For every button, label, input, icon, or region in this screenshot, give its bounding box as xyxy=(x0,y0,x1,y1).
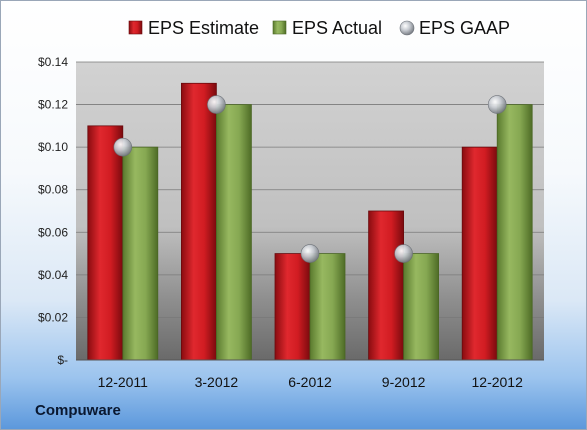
eps-estimate-bar-9-2012 xyxy=(368,210,405,361)
x-category-label: 9-2012 xyxy=(382,374,426,390)
bars xyxy=(87,82,533,361)
eps-actual-bar-12-2012 xyxy=(496,104,533,361)
y-tick-label: $0.14 xyxy=(38,55,68,69)
y-tick-label: $0.06 xyxy=(38,225,68,239)
y-tick-label: $- xyxy=(57,353,68,367)
gaap-markers xyxy=(113,95,507,263)
eps-gaap-marker-9-2012 xyxy=(394,244,413,263)
eps-estimate-bar-6-2012 xyxy=(274,253,311,361)
legend-label: EPS Estimate xyxy=(148,18,259,38)
y-tick-label: $0.08 xyxy=(38,183,68,197)
y-tick-label: $0.12 xyxy=(38,98,68,112)
eps-estimate-bar-12-2012 xyxy=(461,146,498,361)
legend-label: EPS Actual xyxy=(292,18,382,38)
eps-actual-bar-3-2012 xyxy=(215,104,252,361)
eps-gaap-marker-3-2012 xyxy=(207,95,226,114)
x-category-label: 3-2012 xyxy=(195,374,239,390)
x-category-label: 12-2012 xyxy=(472,374,524,390)
legend-swatch xyxy=(399,20,415,36)
x-category-label: 12-2011 xyxy=(98,374,149,390)
legend-swatch xyxy=(272,20,287,35)
eps-actual-bar-9-2012 xyxy=(403,253,440,361)
eps-gaap-marker-12-2012 xyxy=(487,95,507,114)
eps-gaap-marker-12-2011 xyxy=(113,137,133,157)
eps-actual-bar-6-2012 xyxy=(309,253,346,361)
eps-actual-bar-12-2011 xyxy=(122,146,159,361)
legend: EPS Estimate EPS Actual EPS GAAP xyxy=(128,18,510,38)
legend-swatch xyxy=(128,20,143,35)
y-tick-label: $0.04 xyxy=(38,268,68,282)
y-tick-label: $0.10 xyxy=(38,140,68,154)
y-axis: $- $0.02 $0.04 $0.06 $0.08 $0.10 $0.12 $0.14 xyxy=(38,55,68,367)
company-label: Compuware xyxy=(35,402,121,419)
eps-estimate-bar-12-2011 xyxy=(87,125,124,361)
legend-label: EPS GAAP xyxy=(419,18,510,38)
eps-estimate-bar-3-2012 xyxy=(180,82,217,361)
x-category-label: 6-2012 xyxy=(288,374,332,390)
eps-gaap-marker-6-2012 xyxy=(300,244,320,263)
x-axis: 12-2011 3-2012 6-2012 9-2012 12-2012 xyxy=(76,359,544,390)
y-tick-label: $0.02 xyxy=(38,310,68,324)
